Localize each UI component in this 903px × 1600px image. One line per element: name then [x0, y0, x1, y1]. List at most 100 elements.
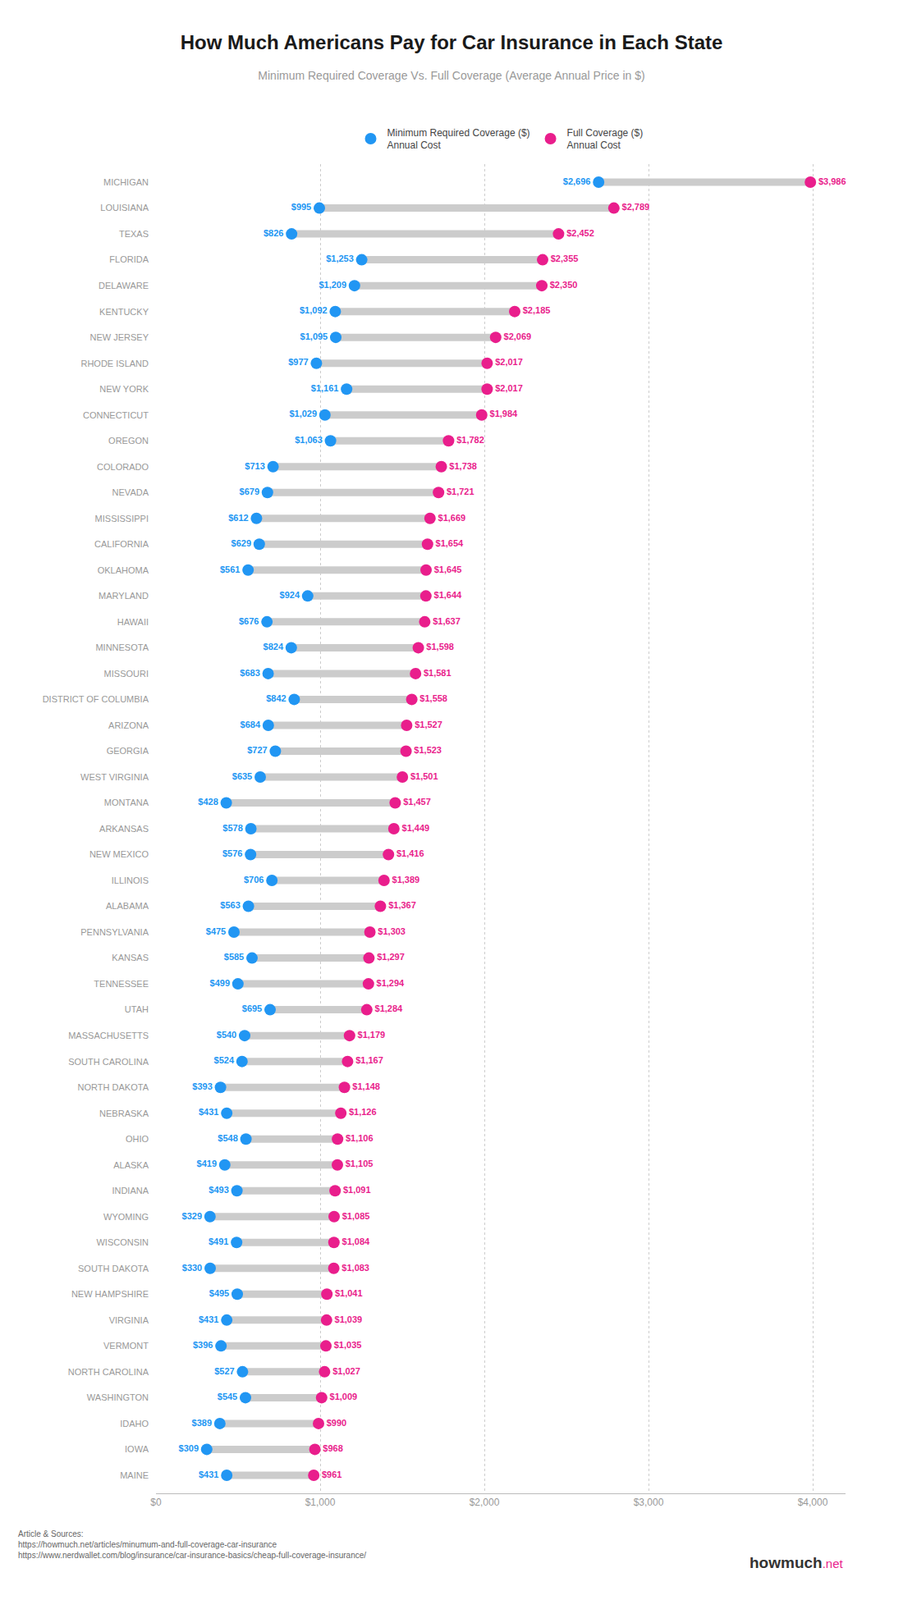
svg-text:CALIFORNIA: CALIFORNIA: [94, 539, 150, 550]
svg-text:SOUTH CAROLINA: SOUTH CAROLINA: [68, 1057, 149, 1068]
svg-text:CONNECTICUT: CONNECTICUT: [82, 410, 149, 421]
svg-text:$1,523: $1,523: [413, 745, 442, 756]
svg-text:$1,501: $1,501: [410, 771, 439, 782]
svg-text:$2,355: $2,355: [550, 253, 579, 264]
svg-text:DELAWARE: DELAWARE: [98, 280, 149, 291]
svg-text:$1,253: $1,253: [325, 253, 354, 264]
svg-text:$1,297: $1,297: [376, 952, 405, 963]
svg-text:$1,063: $1,063: [294, 435, 323, 445]
svg-text:$1,367: $1,367: [388, 900, 417, 911]
svg-text:$1,105: $1,105: [345, 1159, 374, 1169]
svg-text:$1,984: $1,984: [490, 408, 519, 419]
svg-text:MARYLAND: MARYLAND: [98, 591, 149, 601]
svg-text:$1,294: $1,294: [376, 978, 406, 989]
svg-text:$1,721: $1,721: [446, 486, 475, 497]
svg-text:Minimum Required Coverage ($)A: Minimum Required Coverage ($)Annual Cost: [387, 127, 531, 152]
svg-text:$695: $695: [242, 1003, 262, 1014]
svg-text:$1,303: $1,303: [377, 926, 406, 937]
svg-text:$629: $629: [231, 538, 252, 549]
svg-text:TENNESSEE: TENNESSEE: [93, 979, 149, 990]
svg-text:$2,017: $2,017: [495, 383, 523, 394]
svg-text:$1,527: $1,527: [414, 719, 443, 730]
svg-text:$635: $635: [232, 771, 253, 782]
svg-text:$612: $612: [228, 513, 248, 523]
svg-text:ARIZONA: ARIZONA: [108, 720, 150, 731]
svg-text:$1,092: $1,092: [299, 305, 328, 316]
svg-text:$1,644: $1,644: [434, 590, 463, 601]
svg-text:$961: $961: [321, 1470, 342, 1481]
svg-text:$330: $330: [182, 1263, 202, 1274]
svg-text:$2,185: $2,185: [522, 305, 551, 316]
svg-text:$431: $431: [198, 1470, 219, 1481]
svg-text:NEBRASKA: NEBRASKA: [99, 1109, 150, 1119]
svg-text:$679: $679: [239, 486, 260, 497]
svg-text:ARKANSAS: ARKANSAS: [99, 824, 149, 835]
svg-text:$713: $713: [244, 461, 265, 472]
svg-text:howmuch.net: howmuch.net: [749, 1554, 844, 1573]
svg-text:ALASKA: ALASKA: [113, 1160, 149, 1171]
svg-text:$924: $924: [279, 590, 301, 601]
svg-text:$1,041: $1,041: [334, 1288, 363, 1299]
svg-text:Minimum Required Coverage Vs.: Minimum Required Coverage Vs. Full Cover…: [257, 68, 645, 83]
svg-text:$1,581: $1,581: [423, 668, 452, 679]
svg-text:$1,161: $1,161: [311, 383, 340, 394]
svg-text:$1,179: $1,179: [357, 1030, 386, 1041]
svg-text:KENTUCKY: KENTUCKY: [99, 307, 150, 317]
svg-text:$309: $309: [178, 1443, 199, 1454]
svg-text:$329: $329: [182, 1211, 202, 1222]
svg-text:$1,209: $1,209: [318, 279, 347, 290]
svg-text:$1,084: $1,084: [342, 1237, 372, 1247]
svg-text:$1,039: $1,039: [334, 1315, 363, 1325]
svg-text:MICHIGAN: MICHIGAN: [103, 177, 149, 188]
svg-text:$1,083: $1,083: [341, 1263, 370, 1274]
svg-text:$4,000: $4,000: [797, 1497, 829, 1509]
svg-text:$1,000: $1,000: [305, 1497, 336, 1509]
svg-text:$1,598: $1,598: [426, 641, 454, 652]
svg-text:SOUTH DAKOTA: SOUTH DAKOTA: [77, 1264, 150, 1275]
svg-text:$683: $683: [239, 668, 260, 679]
svg-text:$389: $389: [192, 1418, 212, 1429]
svg-text:$842: $842: [265, 693, 286, 704]
svg-text:$578: $578: [222, 823, 243, 834]
svg-text:MISSISSIPPI: MISSISSIPPI: [95, 513, 149, 524]
svg-text:WEST VIRGINIA: WEST VIRGINIA: [80, 772, 150, 783]
svg-text:$585: $585: [224, 952, 244, 963]
svg-text:$499: $499: [210, 978, 230, 989]
svg-text:OKLAHOMA: OKLAHOMA: [97, 565, 150, 576]
svg-text:$1,654: $1,654: [435, 538, 465, 549]
svg-text:$1,389: $1,389: [392, 875, 421, 885]
svg-text:$540: $540: [216, 1030, 237, 1041]
svg-text:$1,167: $1,167: [355, 1055, 384, 1066]
svg-text:$2,017: $2,017: [495, 357, 523, 367]
svg-text:WYOMING: WYOMING: [103, 1212, 149, 1223]
svg-text:IDAHO: IDAHO: [119, 1419, 149, 1430]
svg-text:NEW HAMPSHIRE: NEW HAMPSHIRE: [71, 1289, 149, 1300]
svg-text:MAINE: MAINE: [119, 1471, 149, 1481]
svg-text:COLORADO: COLORADO: [96, 462, 149, 473]
svg-text:$561: $561: [220, 564, 240, 575]
svg-text:RHODE ISLAND: RHODE ISLAND: [80, 358, 149, 369]
svg-text:How Much Americans Pay for Car: How Much Americans Pay for Car Insurance…: [180, 31, 724, 54]
svg-text:$977: $977: [288, 357, 308, 367]
svg-text:$1,284: $1,284: [375, 1003, 404, 1014]
svg-text:ALABAMA: ALABAMA: [105, 901, 150, 912]
svg-text:TEXAS: TEXAS: [119, 229, 149, 239]
svg-text:$431: $431: [198, 1315, 219, 1325]
svg-text:$3,000: $3,000: [633, 1497, 665, 1509]
svg-text:$2,350: $2,350: [550, 279, 578, 290]
svg-text:$548: $548: [217, 1133, 238, 1144]
svg-text:$1,558: $1,558: [419, 693, 448, 704]
svg-text:$576: $576: [222, 848, 243, 859]
svg-text:VIRGINIA: VIRGINIA: [109, 1315, 150, 1326]
svg-text:MINNESOTA: MINNESOTA: [95, 642, 149, 653]
svg-text:$1,029: $1,029: [288, 408, 317, 419]
svg-text:$1,035: $1,035: [334, 1340, 363, 1351]
svg-text:$431: $431: [198, 1107, 219, 1118]
svg-text:$684: $684: [240, 719, 262, 730]
svg-text:$1,095: $1,095: [300, 331, 329, 342]
svg-text:$3,986: $3,986: [818, 176, 847, 187]
svg-text:$1,738: $1,738: [449, 461, 477, 472]
svg-text:MASSACHUSETTS: MASSACHUSETTS: [68, 1031, 149, 1041]
svg-text:$0: $0: [150, 1497, 162, 1509]
svg-text:FLORIDA: FLORIDA: [109, 254, 149, 265]
